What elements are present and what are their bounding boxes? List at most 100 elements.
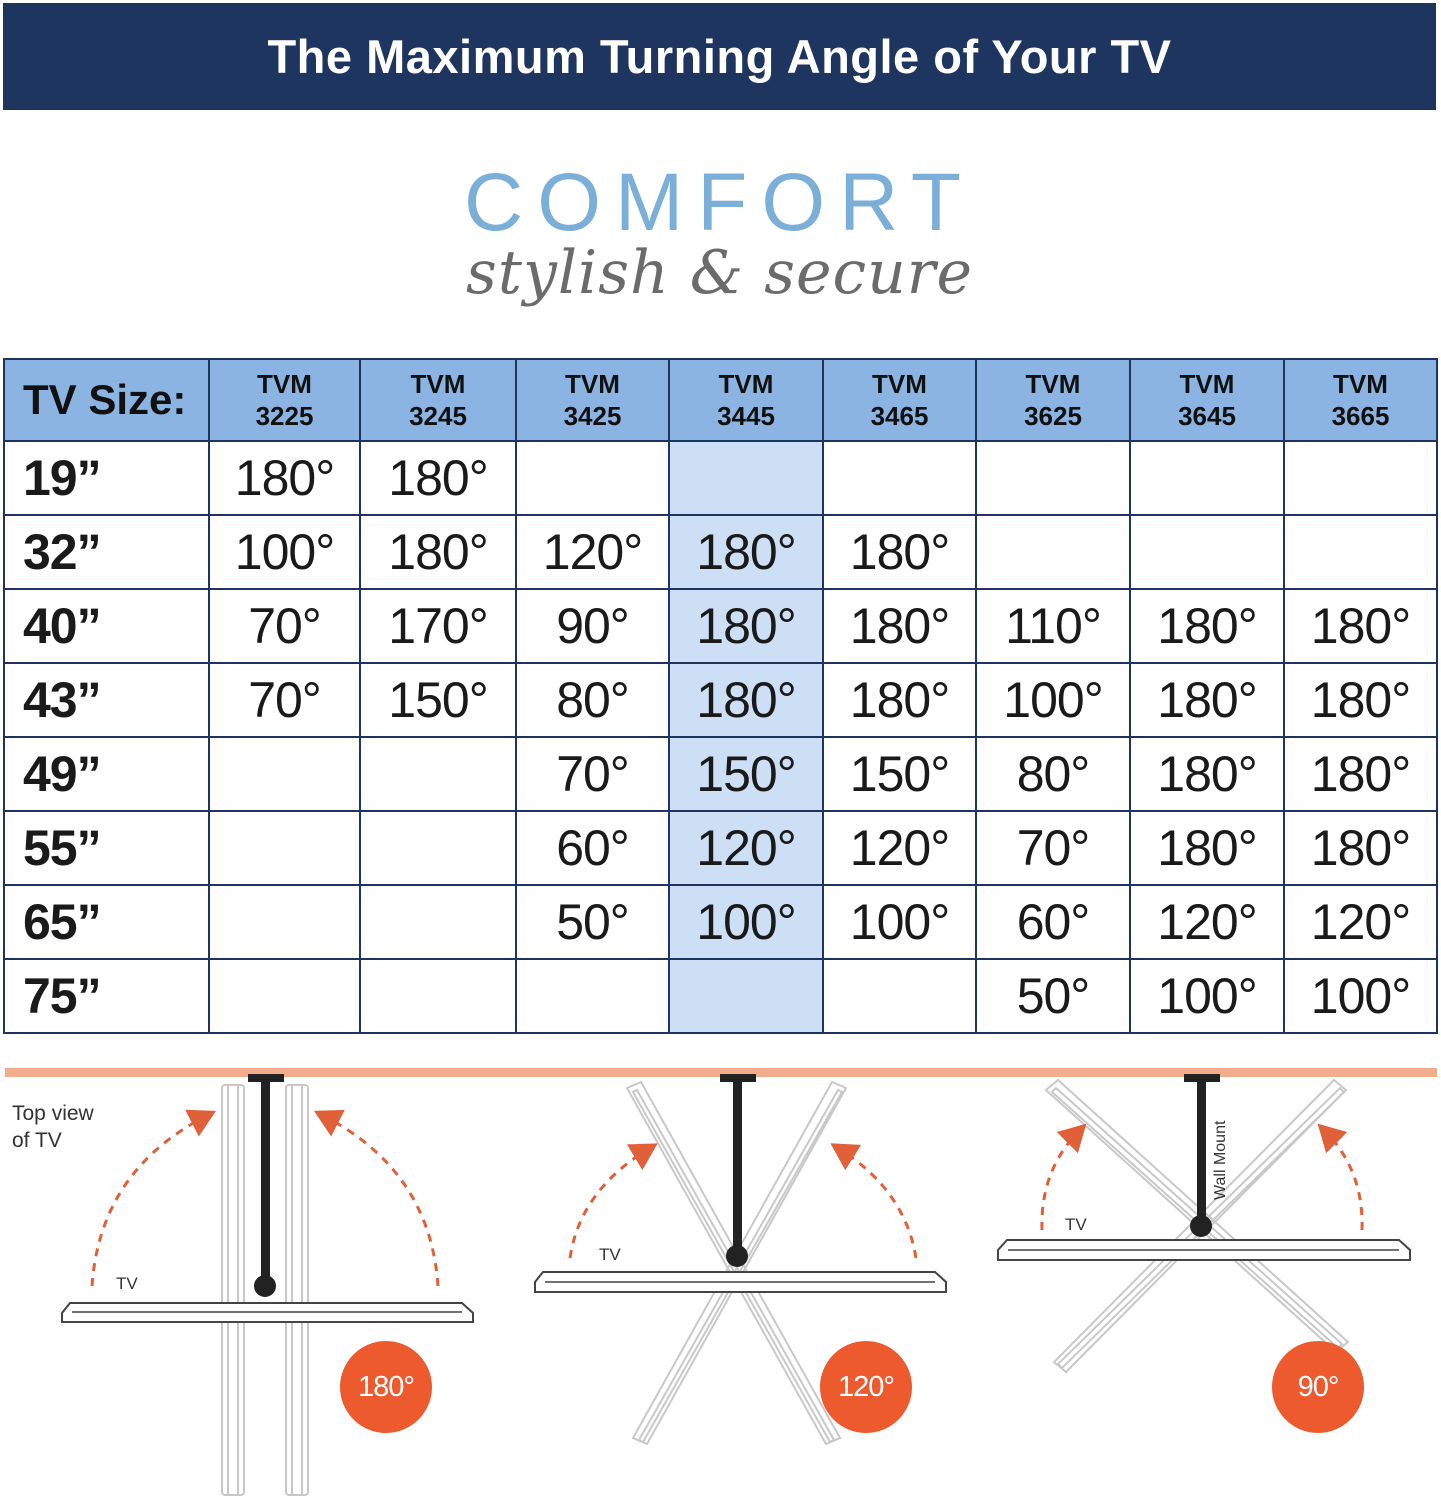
angle-cell: 180°: [1283, 810, 1438, 886]
angle-cell: 180°: [1129, 662, 1285, 738]
wall-mount-label: Wall Mount: [1212, 1120, 1229, 1200]
angle-cell: 100°: [208, 514, 361, 590]
angle-cell: 180°: [822, 662, 977, 738]
tv-size-cell: 65”: [3, 884, 210, 960]
table-row: 65” 50° 100° 100° 60° 120° 120°: [3, 884, 1438, 960]
tv-size-cell: 19”: [3, 440, 210, 516]
arrow-left-180: [90, 1109, 217, 1287]
angle-cell: 60°: [975, 884, 1131, 960]
angle-cell: [975, 440, 1131, 516]
arrow-right-180: [313, 1109, 440, 1287]
angle-cell: 180°: [668, 514, 824, 590]
angle-cell: 120°: [515, 514, 670, 590]
model-header: TVM 3445: [668, 358, 824, 442]
tv-size-cell: 75”: [3, 958, 210, 1034]
tv-size-header: TV Size:: [3, 358, 210, 442]
angle-cell: 120°: [1283, 884, 1438, 960]
badge-180: 180°: [340, 1341, 432, 1433]
badge-120: 120°: [820, 1341, 912, 1433]
angle-cell: [822, 440, 977, 516]
angle-cell: 120°: [668, 810, 824, 886]
title-bar: The Maximum Turning Angle of Your TV: [3, 3, 1436, 110]
angle-cell: [822, 958, 977, 1034]
angle-cell: 110°: [975, 588, 1131, 664]
tv-size-cell: 43”: [3, 662, 210, 738]
table-row: 40” 70° 170° 90° 180° 180° 110° 180° 180°: [3, 588, 1438, 664]
angle-cell: 180°: [208, 440, 361, 516]
tv-label-180: TV: [116, 1274, 138, 1293]
arrow-left-120: [568, 1143, 658, 1259]
angle-cell: [208, 810, 361, 886]
brand-logo: COMFORT stylish & secure: [3, 110, 1436, 358]
model-header: TVM 3645: [1129, 358, 1285, 442]
tv-size-cell: 55”: [3, 810, 210, 886]
angle-cell: 180°: [1129, 588, 1285, 664]
angle-cell: 180°: [359, 440, 517, 516]
model-header: TVM 3625: [975, 358, 1131, 442]
angle-cell: 60°: [515, 810, 670, 886]
tv-label-120: TV: [599, 1245, 621, 1264]
brand-tagline: stylish & secure: [466, 238, 973, 308]
angle-cell: 70°: [208, 662, 361, 738]
angle-cell: 120°: [1129, 884, 1285, 960]
angle-cell: 120°: [822, 810, 977, 886]
angle-cell: 150°: [359, 662, 517, 738]
angle-cell: [359, 810, 517, 886]
arrow-right-120: [830, 1143, 918, 1259]
angle-cell: [515, 958, 670, 1034]
angle-cell: [359, 884, 517, 960]
badge-90: 90°: [1272, 1341, 1364, 1433]
angle-cell: [668, 440, 824, 516]
model-header: TVM 3225: [208, 358, 361, 442]
tv-label-90: TV: [1065, 1215, 1087, 1234]
angle-cell: [1283, 514, 1438, 590]
angle-cell: 80°: [975, 736, 1131, 812]
angle-cell: [668, 958, 824, 1034]
turning-angle-table: TV Size: TVM 3225 TVM 3245 TVM 3425 TVM 3445…: [3, 358, 1438, 1034]
table-header-row: TV Size: TVM 3225 TVM 3245 TVM 3425 TVM 3445…: [3, 358, 1438, 442]
angle-cell: 100°: [822, 884, 977, 960]
model-header: TVM 3245: [359, 358, 517, 442]
angle-cell: 70°: [975, 810, 1131, 886]
angle-cell: 80°: [515, 662, 670, 738]
angle-cell: [208, 958, 361, 1034]
angle-cell: 180°: [1283, 662, 1438, 738]
brand-name: COMFORT: [463, 157, 975, 248]
angle-cell: 100°: [668, 884, 824, 960]
angle-cell: 180°: [668, 588, 824, 664]
angle-cell: 100°: [1129, 958, 1285, 1034]
angle-cell: 180°: [1129, 736, 1285, 812]
angle-cell: 180°: [822, 588, 977, 664]
table-row: 32” 100° 180° 120° 180° 180°: [3, 514, 1438, 590]
model-header: TVM 3425: [515, 358, 670, 442]
model-header: TVM 3465: [822, 358, 977, 442]
table-row: 49” 70° 150° 150° 80° 180° 180°: [3, 736, 1438, 812]
model-header: TVM 3665: [1283, 358, 1438, 442]
tv-size-cell: 40”: [3, 588, 210, 664]
top-view-note: Top view of TV: [12, 1102, 94, 1152]
angle-cell: [1129, 514, 1285, 590]
diagram-120: [625, 1080, 848, 1446]
tv-size-cell: 49”: [3, 736, 210, 812]
table-row: 19” 180° 180°: [3, 440, 1438, 516]
angle-cell: [1129, 440, 1285, 516]
angle-cell: 50°: [515, 884, 670, 960]
angle-cell: [515, 440, 670, 516]
angle-cell: 180°: [1129, 810, 1285, 886]
angle-cell: 50°: [975, 958, 1131, 1034]
angle-cell: 180°: [1283, 736, 1438, 812]
top-view-diagram: [5, 1068, 1437, 1496]
arrow-right-90: [1317, 1123, 1364, 1231]
angle-cell: [359, 958, 517, 1034]
angle-cell: 90°: [515, 588, 670, 664]
angle-cell: 100°: [1283, 958, 1438, 1034]
angle-cell: [975, 514, 1131, 590]
table-row: 55” 60° 120° 120° 70° 180° 180°: [3, 810, 1438, 886]
angle-cell: 150°: [668, 736, 824, 812]
angle-cell: 150°: [822, 736, 977, 812]
wall-line: [5, 1068, 1437, 1077]
table-row: 43” 70° 150° 80° 180° 180° 100° 180° 180°: [3, 662, 1438, 738]
angle-cell: [208, 736, 361, 812]
table-row: 75” 50° 100° 100°: [3, 958, 1438, 1034]
angle-cell: 70°: [515, 736, 670, 812]
